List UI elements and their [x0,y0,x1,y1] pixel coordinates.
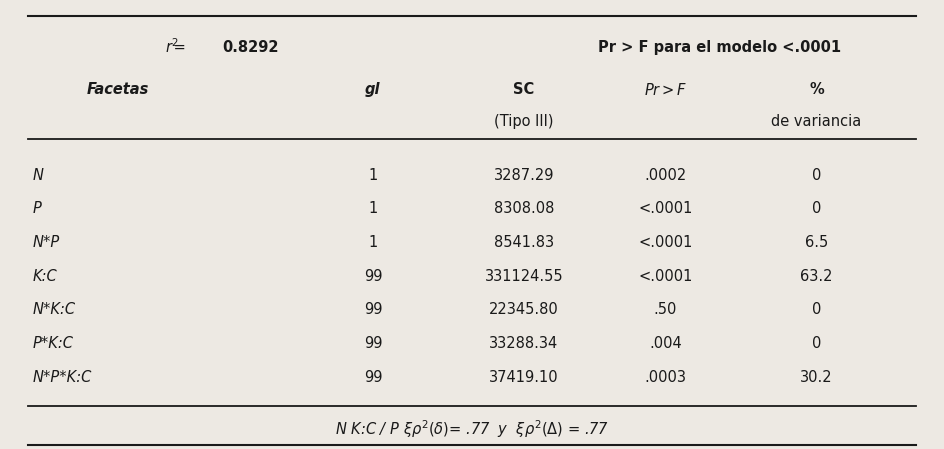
Text: <.0001: <.0001 [638,201,693,216]
Text: de variancia: de variancia [771,114,862,129]
Text: 99: 99 [363,370,382,385]
Text: Pr > F para el modelo <.0001: Pr > F para el modelo <.0001 [598,40,841,55]
Text: Facetas: Facetas [87,82,149,97]
Text: %: % [809,82,824,97]
Text: $N$ $K$:$C$ / $P$ $\xi\rho^2(\delta)$= .77  y  $\xi\rho^2(\Delta)$ = .77: $N$ $K$:$C$ / $P$ $\xi\rho^2(\delta)$= .… [335,418,609,440]
Text: 0: 0 [812,302,821,317]
Text: P: P [33,201,42,216]
Text: (Tipo III): (Tipo III) [494,114,554,129]
Text: P*K:C: P*K:C [33,336,74,351]
Text: .0003: .0003 [645,370,686,385]
Text: 0: 0 [812,201,821,216]
Text: 0: 0 [812,336,821,351]
Text: =: = [169,40,190,55]
Text: N*K:C: N*K:C [33,302,76,317]
Text: 3287.29: 3287.29 [494,167,554,183]
Text: gl: gl [365,82,380,97]
Text: $r^2$: $r^2$ [165,38,179,57]
Text: 99: 99 [363,269,382,284]
Text: 33288.34: 33288.34 [489,336,559,351]
Text: .50: .50 [654,302,677,317]
Text: 1: 1 [368,167,378,183]
Text: N*P: N*P [33,235,60,250]
Text: N*P*K:C: N*P*K:C [33,370,93,385]
Text: <.0001: <.0001 [638,269,693,284]
Text: 8308.08: 8308.08 [494,201,554,216]
Text: <.0001: <.0001 [638,235,693,250]
Text: 8541.83: 8541.83 [494,235,554,250]
Text: 37419.10: 37419.10 [489,370,559,385]
Text: 63.2: 63.2 [801,269,833,284]
Text: 1: 1 [368,235,378,250]
Text: 0: 0 [812,167,821,183]
Text: .0002: .0002 [645,167,686,183]
Text: SC: SC [514,82,534,97]
Text: 99: 99 [363,302,382,317]
Text: 22345.80: 22345.80 [489,302,559,317]
Text: 6.5: 6.5 [805,235,828,250]
Text: 331124.55: 331124.55 [484,269,564,284]
Text: K:C: K:C [33,269,58,284]
Text: .004: .004 [649,336,682,351]
Text: 0.8292: 0.8292 [222,40,278,55]
Text: 99: 99 [363,336,382,351]
Text: 1: 1 [368,201,378,216]
Text: N: N [33,167,44,183]
Text: 30.2: 30.2 [801,370,833,385]
Text: $Pr > F$: $Pr > F$ [644,82,687,98]
